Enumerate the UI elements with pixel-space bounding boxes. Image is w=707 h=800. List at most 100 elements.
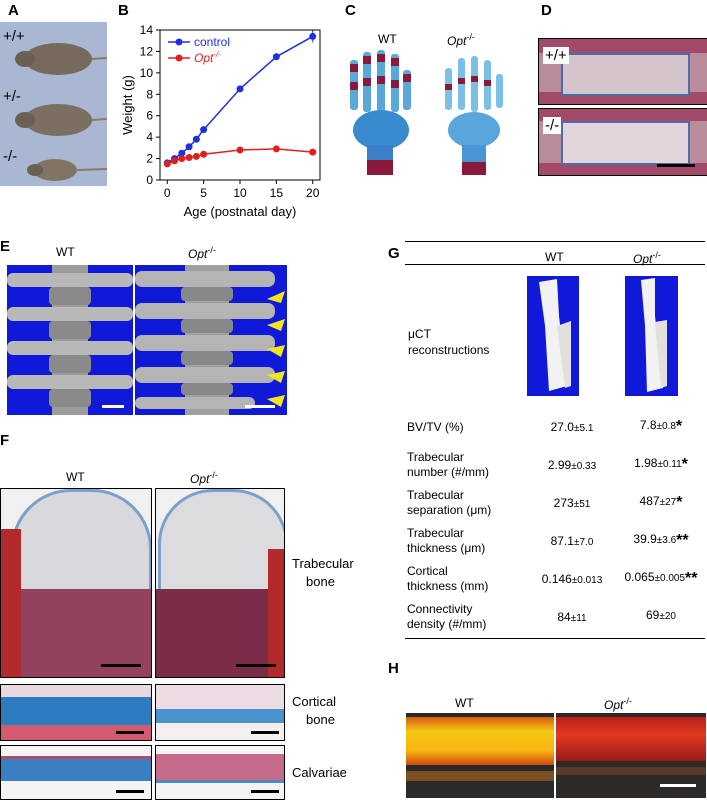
data-point [200, 126, 208, 134]
g-significance: * [676, 494, 683, 511]
hands-ko-label: Opt-/- [447, 32, 475, 48]
g-significance: * [681, 456, 688, 473]
g-ko-value: 1.98±0.11* [634, 456, 688, 473]
histology-cortical-wt [0, 684, 152, 741]
f-scale-bar-4 [251, 731, 279, 734]
f-row1-label-a: Trabecular [292, 556, 354, 571]
picrosirius-wt [406, 713, 554, 798]
f-scale-bar-3 [116, 731, 144, 734]
y-tick-label: 14 [140, 23, 154, 37]
y-tick-label: 8 [146, 87, 153, 101]
histology-cortical-ko [155, 684, 285, 741]
genotype-het: +/- [3, 88, 21, 105]
d-ko-label: -/- [543, 117, 562, 134]
g-metric-label: Trabecular thickness (μm) [407, 526, 486, 555]
g-significance: ** [676, 532, 689, 549]
data-point [200, 150, 208, 158]
data-point [178, 155, 186, 163]
e-scale-bar-ko [245, 405, 275, 408]
mice-drawing [15, 43, 107, 181]
legend-label-sup: -/- [213, 50, 221, 59]
g-table-row: Trabecular thickness (μm) 87.1±7.0 39.9±3.6… [406, 522, 706, 560]
data-point [236, 146, 244, 154]
f-scale-bar-2 [236, 664, 276, 667]
g-recon-label-1: μCT [408, 327, 431, 341]
panel-label-b: B [118, 2, 129, 19]
data-point [236, 85, 244, 93]
h-ko-label: Opt-/- [604, 696, 632, 712]
data-point [192, 152, 200, 160]
microct-spine-ko [135, 265, 287, 415]
g-metric-label: Trabecular number (#/mm) [407, 450, 490, 479]
x-tick-label: 15 [270, 186, 284, 200]
y-tick-label: 0 [146, 173, 153, 187]
f-row2-label-a: Cortical [292, 694, 337, 709]
f-scale-bar-1 [101, 664, 141, 667]
panel-label-h: H [388, 660, 399, 677]
g-table-row: Cortical thickness (mm) 0.146±0.013 0.065±0… [406, 560, 706, 598]
g-table-row: Connectivity density (#/mm) 84±11 69±20 [406, 598, 706, 636]
vertebra-section-ko: -/- [538, 108, 707, 176]
y-tick-label: 2 [146, 152, 153, 166]
data-point [171, 157, 179, 165]
y-tick-label: 6 [146, 109, 153, 123]
histology-calvariae-ko [155, 745, 285, 800]
panel-label-g: G [388, 245, 400, 262]
genotype-wt: +/+ [3, 28, 25, 45]
hands-wt-label: WT [378, 32, 397, 46]
histology-trabecular-ko [155, 488, 285, 678]
g-wt-value: 2.99±0.33 [547, 458, 597, 472]
histology-calvariae-wt [0, 745, 152, 800]
g-ko-value: 69±20 [646, 608, 676, 622]
genotype-ko: -/- [3, 148, 18, 165]
g-ko-value: 39.9±3.6** [633, 532, 689, 549]
h-scale-bar [660, 784, 696, 787]
e-scale-bar-wt [102, 405, 124, 408]
g-significance: * [675, 418, 683, 435]
panel-label-a: A [8, 2, 19, 19]
x-tick-label: 10 [233, 186, 247, 200]
h-wt-label: WT [455, 696, 474, 710]
data-point [309, 148, 317, 156]
g-recon-ko [625, 276, 678, 396]
histology-trabecular-wt [0, 488, 152, 678]
mice-photo: +/+ +/- -/- [0, 22, 107, 186]
y-axis-label: Weight (g) [120, 75, 135, 135]
g-wt-value: 0.146±0.013 [541, 572, 603, 586]
g-ko-value: 7.8±0.8* [639, 418, 683, 435]
f-ko-label: Opt-/- [190, 470, 218, 486]
x-tick-label: 20 [306, 186, 320, 200]
f-scale-bar-6 [251, 790, 279, 793]
g-header-rule [405, 264, 705, 265]
g-wt-value: 27.0±5.1 [550, 420, 594, 434]
g-recon-wt [527, 276, 579, 396]
panel-label-c: C [345, 2, 356, 19]
legend-marker [175, 38, 183, 46]
data-point [272, 145, 280, 153]
g-ko-header: Opt-/- [633, 250, 661, 266]
g-bottom-rule [405, 638, 705, 639]
data-point [178, 149, 186, 157]
data-point [185, 154, 193, 161]
g-metric-label: BV/TV (%) [407, 419, 464, 434]
skeletal-stain-hands [350, 50, 503, 175]
panel-label-e: E [0, 238, 11, 255]
data-point [272, 53, 280, 61]
g-quant-table: BV/TV (%) 27.0±5.1 7.8±0.8* Trabecular numbe… [406, 408, 706, 636]
x-tick-label: 0 [164, 186, 171, 200]
f-row3-label: Calvariae [292, 765, 347, 780]
panel-label-f: F [0, 432, 10, 449]
data-point [192, 135, 200, 143]
g-wt-value: 84±11 [557, 610, 587, 624]
legend-marker [175, 54, 183, 62]
picrosirius-ko [556, 713, 706, 798]
g-table-row: BV/TV (%) 27.0±5.1 7.8±0.8* [406, 408, 706, 446]
g-top-rule [405, 241, 705, 242]
data-point [163, 160, 171, 168]
x-tick-label: 5 [200, 186, 207, 200]
legend-label: control [194, 35, 230, 49]
microct-spine-wt [7, 265, 133, 415]
vertebra-section-wt: +/+ [538, 38, 707, 105]
panel-label-d: D [541, 2, 552, 19]
d-scale-bar [657, 164, 695, 167]
